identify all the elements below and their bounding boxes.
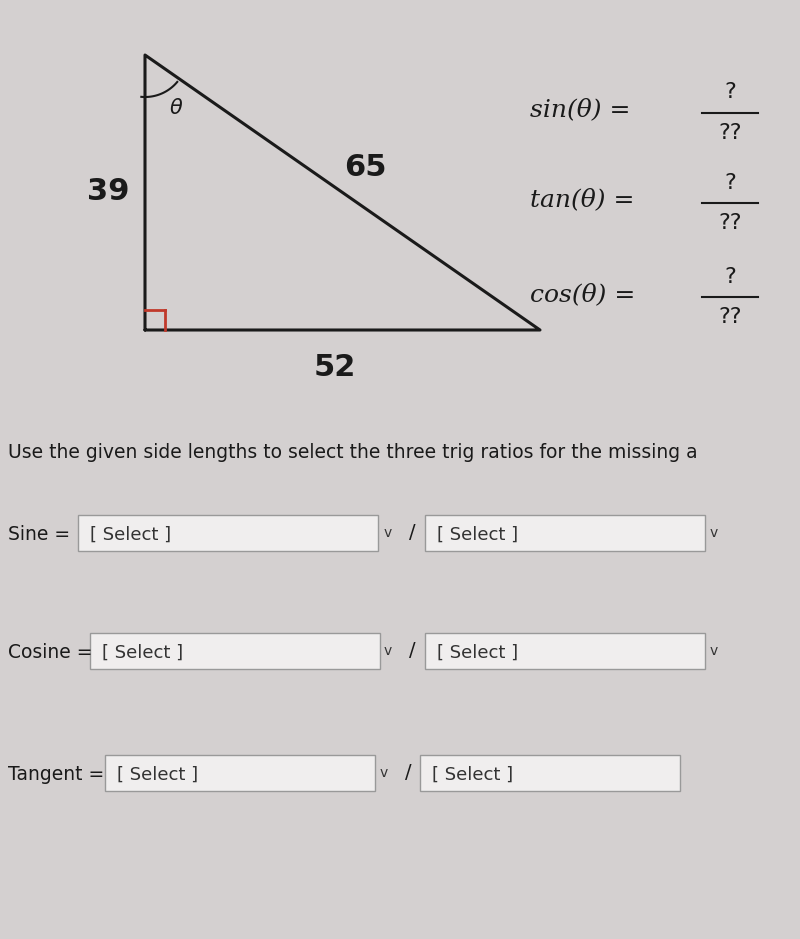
Text: θ: θ [170, 98, 182, 118]
Text: v: v [384, 526, 392, 540]
Text: [ Select ]: [ Select ] [437, 644, 518, 662]
Bar [425, 633, 705, 669]
Text: v: v [384, 644, 392, 658]
Text: Use the given side lengths to select the three trig ratios for the missing a: Use the given side lengths to select the… [8, 442, 698, 461]
Bar [78, 515, 378, 551]
Text: [ Select ]: [ Select ] [117, 766, 198, 784]
Text: sin(θ) =: sin(θ) = [530, 99, 630, 121]
Bar [420, 755, 680, 791]
Text: [ Select ]: [ Select ] [437, 526, 518, 544]
Text: v: v [380, 766, 388, 780]
Text: /: / [409, 641, 415, 660]
Text: 65: 65 [344, 153, 386, 182]
Text: ?: ? [724, 173, 736, 193]
Bar [425, 515, 705, 551]
Text: tan(θ) =: tan(θ) = [530, 189, 634, 211]
Text: [ Select ]: [ Select ] [102, 644, 183, 662]
Bar [90, 633, 380, 669]
Text: Cosine =: Cosine = [8, 643, 93, 663]
Text: ??: ?? [718, 307, 742, 327]
Text: cos(θ) =: cos(θ) = [530, 284, 635, 306]
Text: ??: ?? [718, 213, 742, 233]
Text: 52: 52 [314, 353, 356, 382]
Text: [ Select ]: [ Select ] [432, 766, 513, 784]
Text: ??: ?? [718, 123, 742, 143]
Bar [105, 755, 375, 791]
Text: v: v [710, 526, 718, 540]
Text: 39: 39 [86, 177, 130, 207]
Text: v: v [710, 644, 718, 658]
Text: Sine =: Sine = [8, 526, 70, 545]
Text: /: / [405, 763, 411, 782]
Text: [ Select ]: [ Select ] [90, 526, 171, 544]
Text: ?: ? [724, 82, 736, 102]
Text: /: / [409, 524, 415, 543]
Text: ?: ? [724, 267, 736, 287]
Text: Tangent =: Tangent = [8, 765, 104, 784]
